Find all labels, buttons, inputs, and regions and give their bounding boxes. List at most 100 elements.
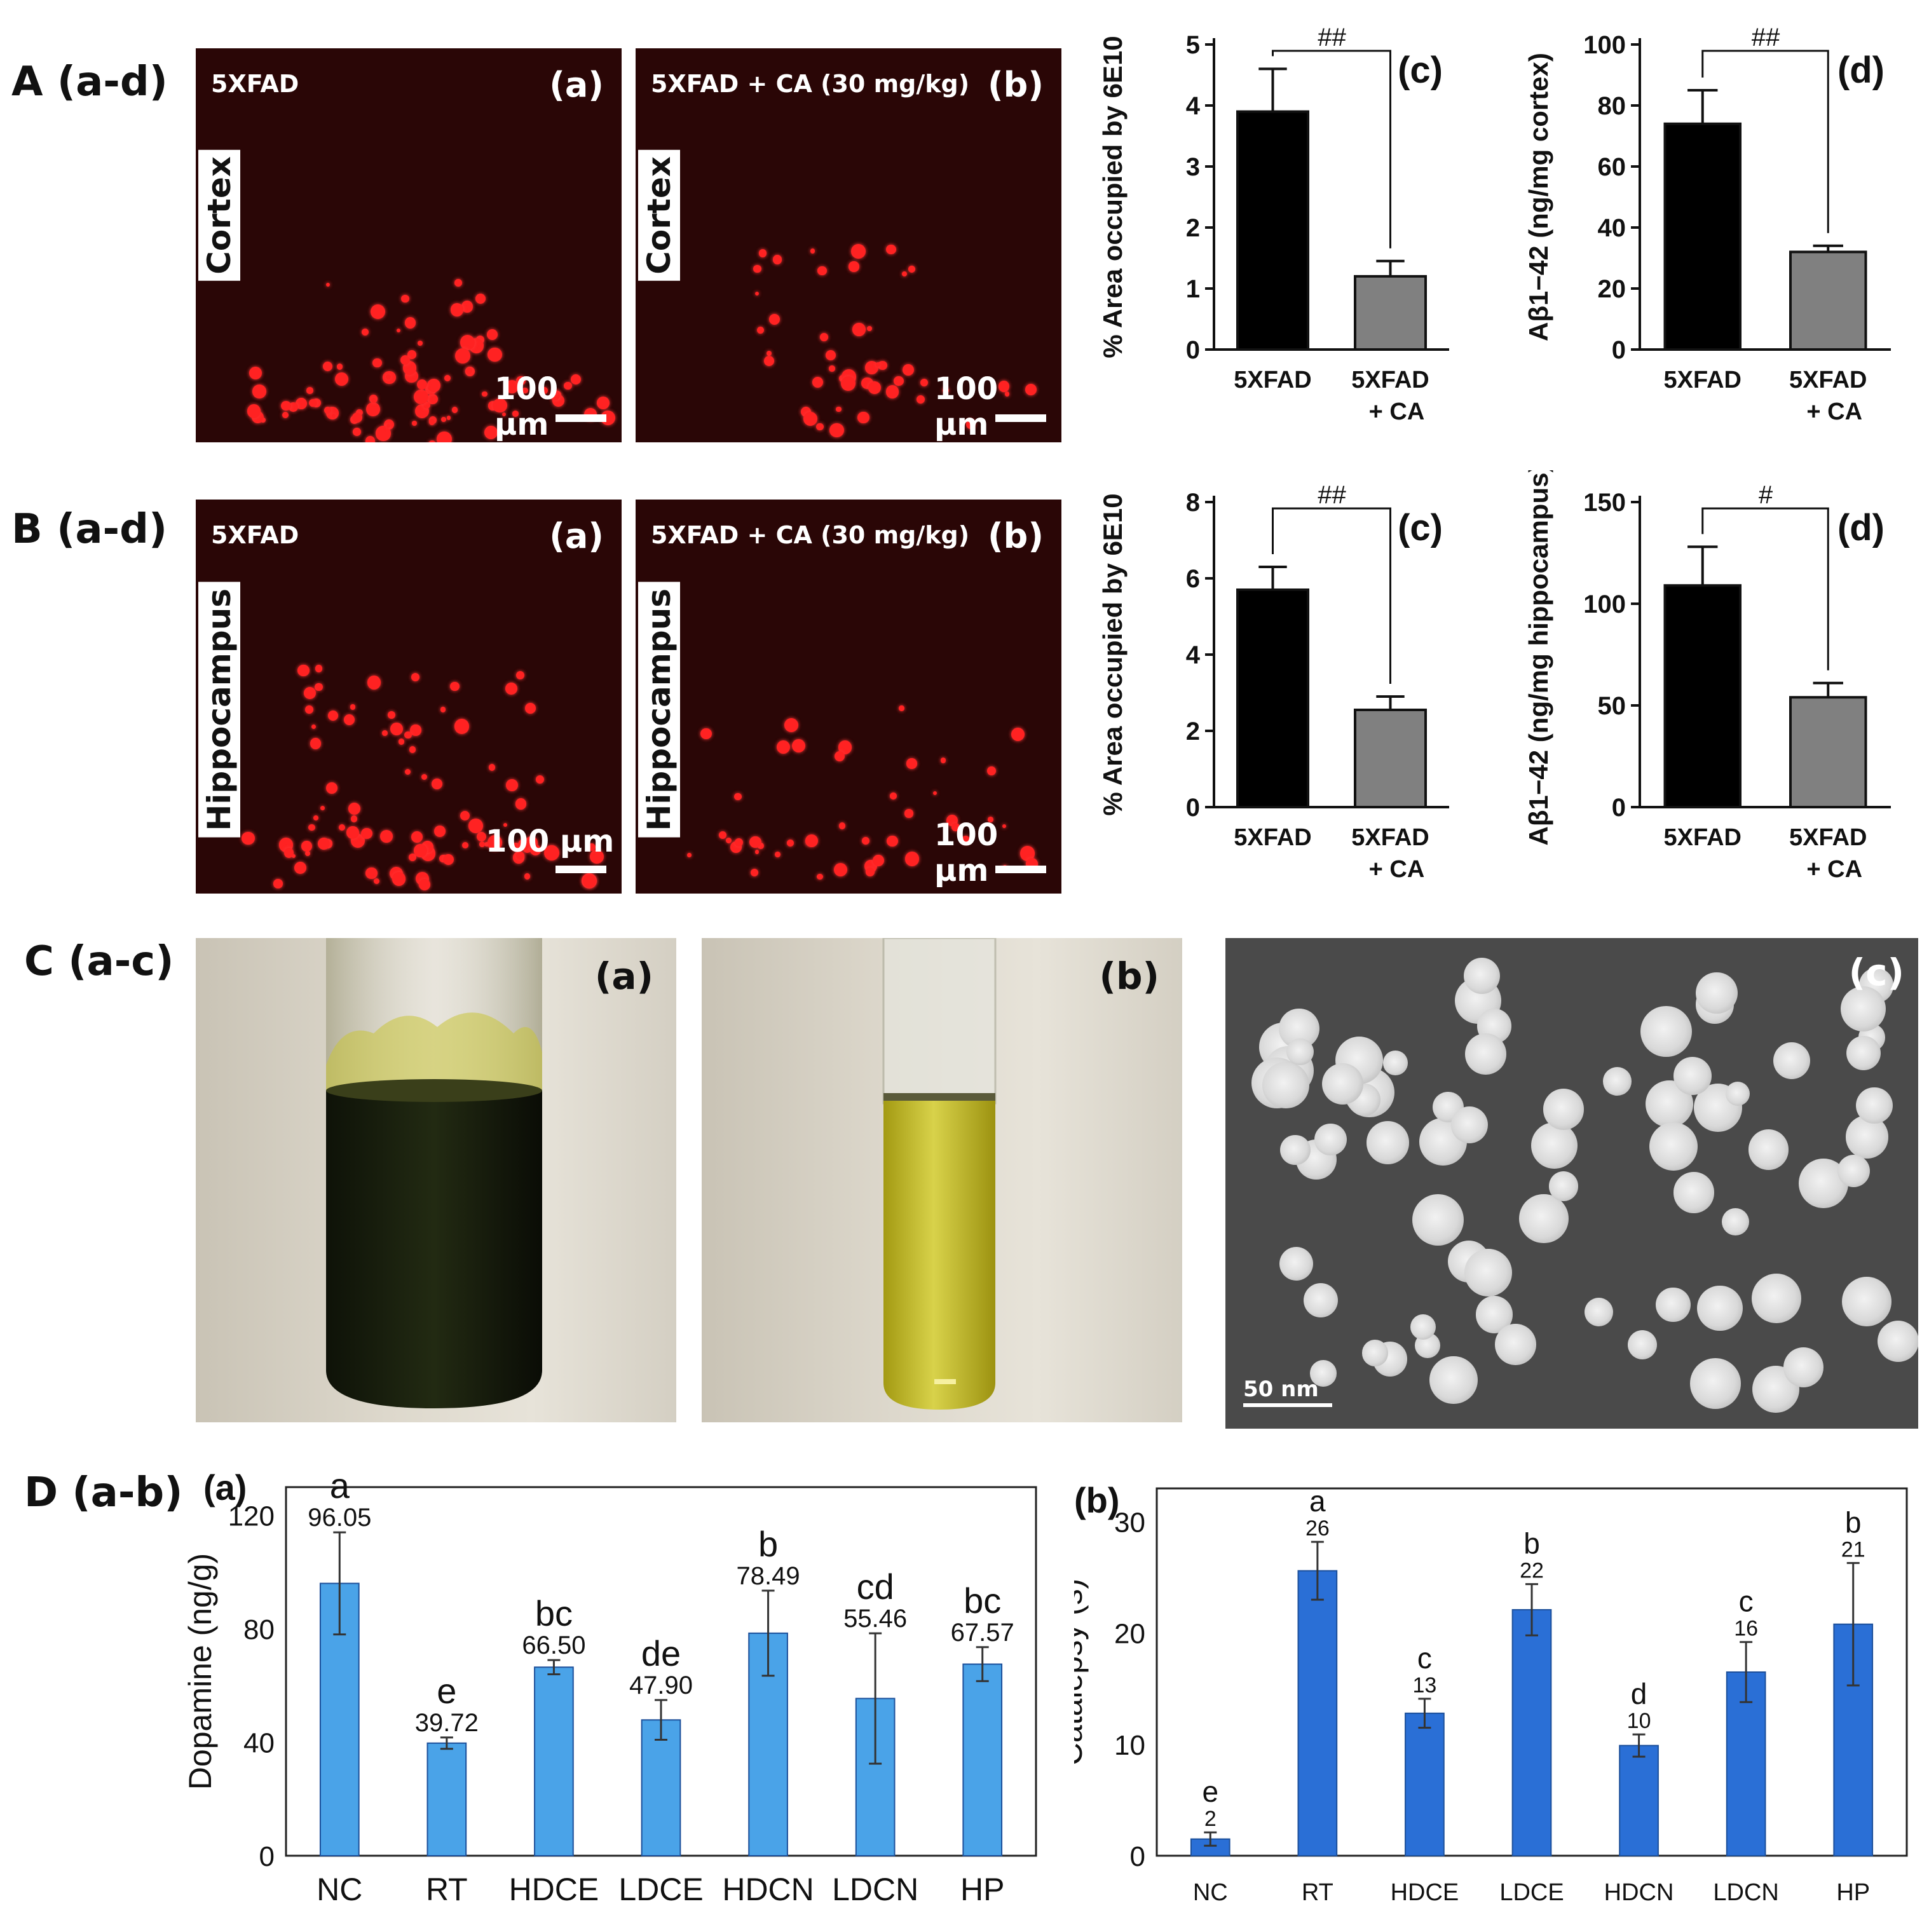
- scale-bar: [1243, 1403, 1332, 1407]
- plaque-spot: [306, 387, 313, 394]
- plaque-spot: [370, 304, 385, 320]
- plaque-spot: [535, 775, 544, 784]
- x-tick-label: HDCN: [1604, 1879, 1674, 1906]
- plaque-spot: [331, 414, 336, 418]
- plaque-spot: [296, 397, 307, 409]
- plaque-spot: [461, 301, 474, 313]
- plaque-spot: [750, 868, 759, 877]
- nanoparticle: [1603, 1067, 1632, 1096]
- plaque-spot: [365, 436, 376, 442]
- plaque-spot: [371, 397, 377, 403]
- plaque-spot: [734, 793, 742, 801]
- x-tick-label: HDCE: [1391, 1879, 1459, 1906]
- plaque-spot: [373, 878, 379, 885]
- nanoparticle: [1837, 1154, 1870, 1187]
- plaque-spot: [421, 774, 428, 780]
- y-tick-label: 1: [1186, 275, 1200, 303]
- plaque-spot: [303, 686, 316, 700]
- data-label: 26: [1305, 1516, 1330, 1541]
- significance-marker: ##: [1318, 24, 1346, 51]
- nanoparticle: [1856, 1087, 1893, 1124]
- plaque-spot: [468, 819, 483, 833]
- significance-letter: b: [758, 1524, 778, 1564]
- plaque-spot: [596, 396, 610, 410]
- panel-letter: (b): [987, 65, 1044, 105]
- y-axis-label: % Area occupied by 6E10: [1098, 493, 1128, 815]
- data-label: 47.90: [629, 1671, 693, 1699]
- plaque-spot: [515, 376, 526, 386]
- y-tick-label: 100: [1583, 31, 1626, 59]
- plaque-spot: [951, 822, 960, 831]
- plaque-spot: [734, 838, 743, 847]
- plaque-spot: [397, 329, 401, 333]
- row-label-a: A (a-d): [11, 58, 168, 105]
- photo-tube-yellow: (b): [702, 938, 1182, 1422]
- bar: [1354, 709, 1427, 808]
- x-tick-label: 5XFAD: [1664, 367, 1742, 393]
- nanoparticle: [1697, 1285, 1743, 1331]
- yellow-liquid: [883, 1097, 995, 1410]
- scale-bar-label: 100 μm: [934, 371, 999, 442]
- scale-bar: [995, 866, 1046, 873]
- plaque-spot: [350, 704, 356, 710]
- panel-letter: (a): [549, 516, 604, 556]
- plaque-spot: [834, 863, 848, 877]
- plaque-spot: [803, 411, 818, 426]
- x-tick-label: RT: [426, 1872, 468, 1907]
- region-label: Hippocampus: [198, 582, 240, 838]
- plaque-spot: [501, 412, 507, 417]
- dark-liquid: [326, 1091, 542, 1408]
- plaque-spot: [718, 831, 727, 840]
- x-tick-label: HP: [960, 1872, 1004, 1907]
- row-label-c: C (a-c): [24, 938, 174, 985]
- x-tick-label: 5XFAD: [1351, 824, 1429, 851]
- bar: [1405, 1712, 1445, 1856]
- plaque-spot: [310, 738, 321, 749]
- panel-letter: (b): [987, 516, 1044, 556]
- plaque-spot: [764, 355, 774, 366]
- plaque-spot: [433, 826, 446, 838]
- y-tick-label: 120: [228, 1501, 275, 1532]
- plaque-spot: [455, 348, 471, 364]
- plaque-spot: [868, 381, 882, 395]
- significance-bracket: [1272, 507, 1391, 684]
- data-label: 10: [1627, 1709, 1651, 1733]
- nanoparticle: [1584, 1298, 1613, 1327]
- bar: [426, 1742, 467, 1856]
- plaque-spot: [878, 361, 887, 371]
- plaque-spot: [851, 244, 866, 259]
- plaque-spot: [482, 391, 487, 397]
- plaque-spot: [346, 826, 359, 839]
- plaque-spot: [437, 432, 453, 442]
- plaque-spot: [1004, 391, 1010, 397]
- bar: [1619, 1745, 1659, 1856]
- scale-bar-label: 100 μm: [934, 817, 999, 888]
- nanoparticle: [1673, 1057, 1712, 1095]
- plaque-spot: [479, 841, 485, 847]
- plaque-spot: [700, 728, 712, 740]
- photo-tube-dark: (a): [196, 938, 676, 1422]
- plaque-spot: [503, 822, 508, 827]
- plaque-spot: [505, 682, 518, 695]
- plaque-spot: [297, 665, 310, 677]
- bar-chart-hippocampus-abeta: Aβ1−42 (ng/mg hippocampus) 0 50 100 150 5XFAD…: [1523, 470, 1891, 883]
- y-tick-label: 40: [243, 1728, 275, 1759]
- nanoparticle: [1628, 1330, 1658, 1359]
- y-tick-label: 8: [1186, 489, 1200, 517]
- plaque-spot: [379, 830, 393, 843]
- nanoparticle: [1464, 957, 1501, 994]
- panel-letter: (c): [1398, 50, 1443, 91]
- plaque-spot: [506, 779, 518, 791]
- bar: [1726, 1671, 1766, 1856]
- plaque-spot: [834, 751, 845, 761]
- plaque-spot: [894, 376, 904, 386]
- plaque-spot: [505, 379, 519, 393]
- plaque-spot: [382, 730, 388, 736]
- plaque-spot: [530, 844, 541, 855]
- y-tick-label: 2: [1186, 214, 1200, 242]
- plaque-spot: [493, 398, 507, 413]
- plaque-spot: [432, 778, 443, 790]
- nanoparticle: [1262, 1061, 1309, 1109]
- plaque-spot: [444, 375, 451, 381]
- scale-bar-label: 50 nm: [1243, 1377, 1319, 1402]
